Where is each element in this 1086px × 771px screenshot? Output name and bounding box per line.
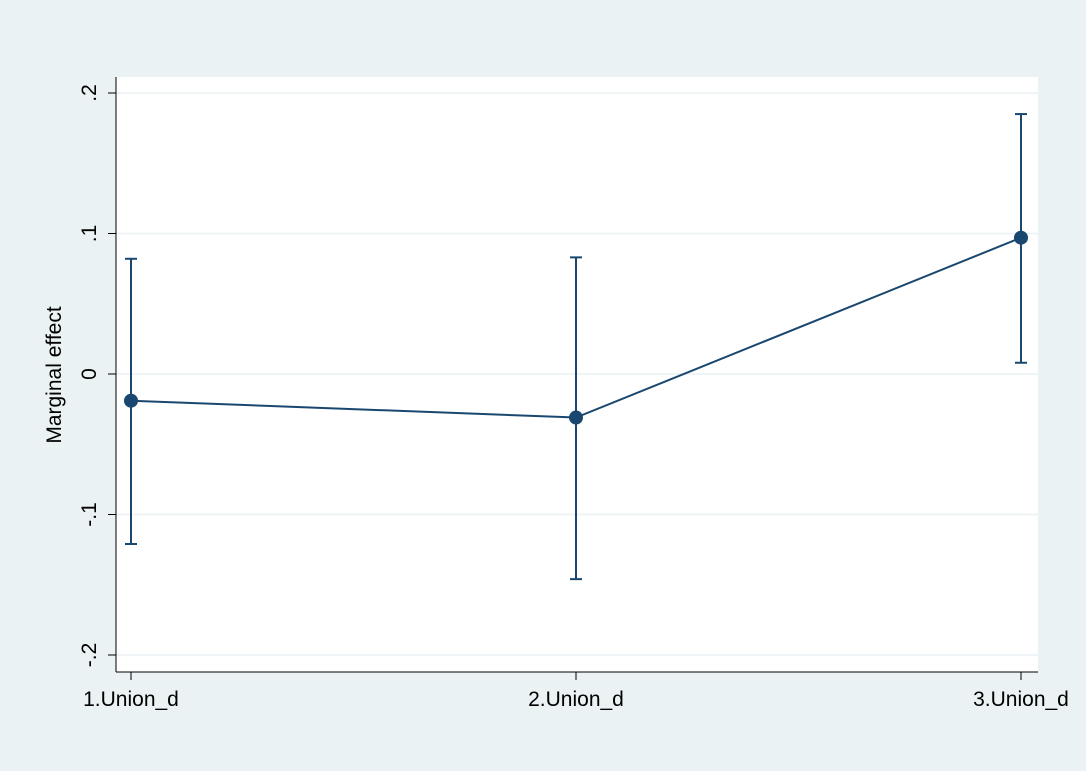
y-axis-title: Marginal effect [43, 306, 66, 444]
y-tick-label: -.2 [78, 643, 101, 668]
data-point [1014, 230, 1028, 245]
series-points [124, 230, 1028, 425]
data-point [569, 410, 583, 425]
y-axis-ticks: -.2 -.1 0 .1 .2 [78, 84, 116, 667]
x-tick-label: 2.Union_d [528, 688, 624, 711]
y-tick-label: .2 [78, 84, 101, 102]
data-point [124, 393, 138, 408]
x-axis-ticks: 1.Union_d 2.Union_d 3.Union_d [83, 672, 1069, 711]
y-tick-label: -.1 [78, 502, 101, 527]
x-tick-label: 3.Union_d [973, 688, 1069, 711]
y-tick-label: .1 [78, 225, 101, 243]
x-tick-label: 1.Union_d [83, 688, 179, 711]
y-tick-label: 0 [78, 368, 101, 380]
